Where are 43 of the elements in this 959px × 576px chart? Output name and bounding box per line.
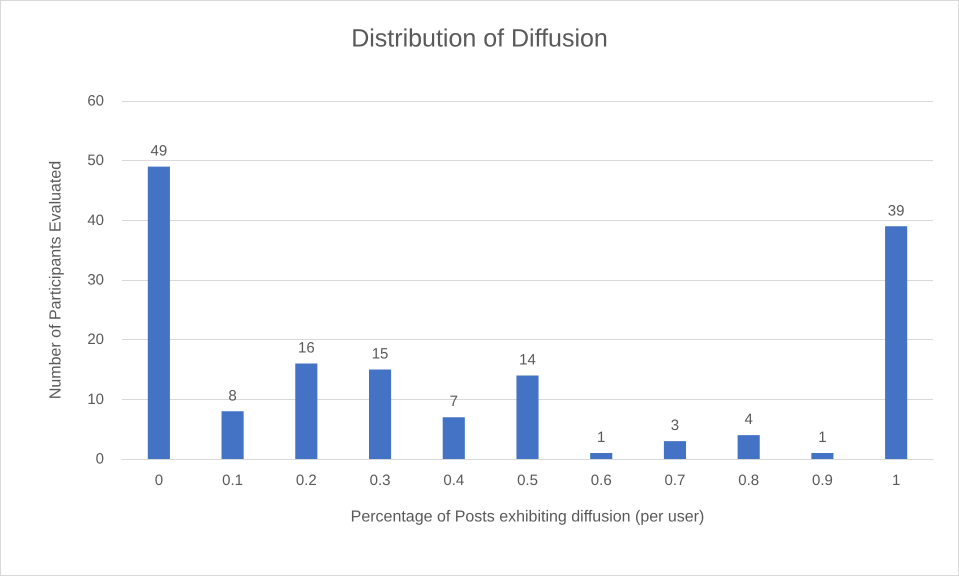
y-tick-label: 30 bbox=[87, 272, 104, 288]
x-tick-label: 0.7 bbox=[664, 472, 686, 489]
data-label: 1 bbox=[597, 429, 606, 446]
y-tick-label: 40 bbox=[87, 212, 104, 229]
y-axis-title: Number of Participants Evaluated bbox=[48, 160, 64, 400]
bar bbox=[295, 364, 318, 459]
bar bbox=[738, 435, 760, 459]
data-label: 16 bbox=[298, 340, 315, 357]
x-tick-label: 0.4 bbox=[443, 472, 464, 489]
data-label: 4 bbox=[744, 411, 753, 428]
data-label: 8 bbox=[228, 387, 237, 404]
x-tick-label: 0.6 bbox=[590, 472, 612, 489]
y-tick-label: 50 bbox=[87, 152, 104, 170]
x-tick-label: 0.1 bbox=[222, 472, 244, 489]
data-label: 3 bbox=[670, 417, 680, 434]
x-tick-label: 1 bbox=[892, 472, 900, 489]
x-tick-label: 0.8 bbox=[738, 472, 760, 489]
y-tick-label: 20 bbox=[87, 331, 104, 348]
bar bbox=[442, 417, 465, 459]
x-tick-label: 0 bbox=[154, 472, 164, 489]
data-label: 49 bbox=[150, 142, 168, 160]
x-axis-title: Percentage of Posts exhibiting diffusion (per user) bbox=[350, 508, 704, 526]
bar bbox=[590, 453, 612, 459]
bar bbox=[368, 370, 392, 459]
bar bbox=[148, 166, 170, 459]
bar bbox=[222, 411, 244, 459]
data-label: 7 bbox=[450, 393, 458, 410]
bar bbox=[811, 453, 834, 459]
y-tick-label: 60 bbox=[87, 92, 104, 110]
bar bbox=[664, 441, 686, 459]
x-tick-label: 0.2 bbox=[296, 472, 317, 489]
x-tick-label: 0.5 bbox=[517, 472, 538, 489]
bar bbox=[516, 375, 539, 459]
data-label: 15 bbox=[372, 346, 388, 362]
x-tick-label: 0.9 bbox=[812, 472, 833, 489]
data-label: 14 bbox=[519, 351, 536, 368]
y-tick-label: 10 bbox=[87, 390, 104, 408]
data-label: 39 bbox=[888, 202, 904, 220]
data-label: 1 bbox=[818, 429, 827, 446]
x-tick-label: 0.3 bbox=[370, 472, 390, 489]
y-tick-label: 0 bbox=[96, 450, 104, 468]
chart-title: Distribution of Diffusion bbox=[351, 24, 608, 52]
bar bbox=[885, 226, 908, 459]
